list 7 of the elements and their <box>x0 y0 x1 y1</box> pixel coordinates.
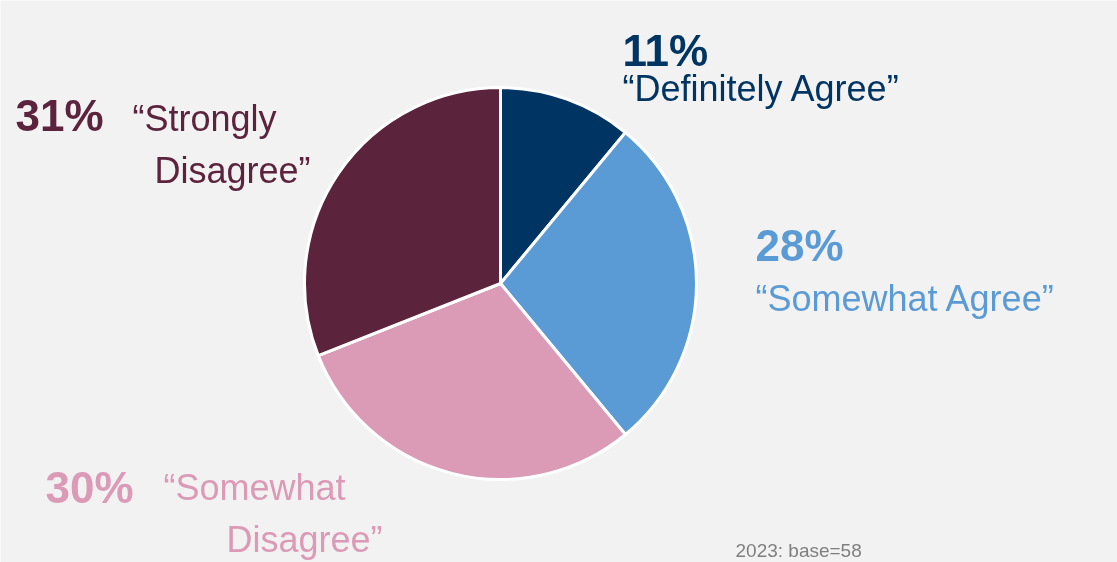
slice-label: “Somewhat Agree” <box>755 278 1054 319</box>
text: 2023: base=58 <box>735 540 862 561</box>
data-label: 30% <box>45 463 134 512</box>
slice-label: “Somewhat Disagree” <box>163 467 383 560</box>
slice-label: “Strongly Disagree” <box>132 98 311 191</box>
data-label: 31% <box>15 91 104 140</box>
data-label: 28% <box>755 221 844 270</box>
